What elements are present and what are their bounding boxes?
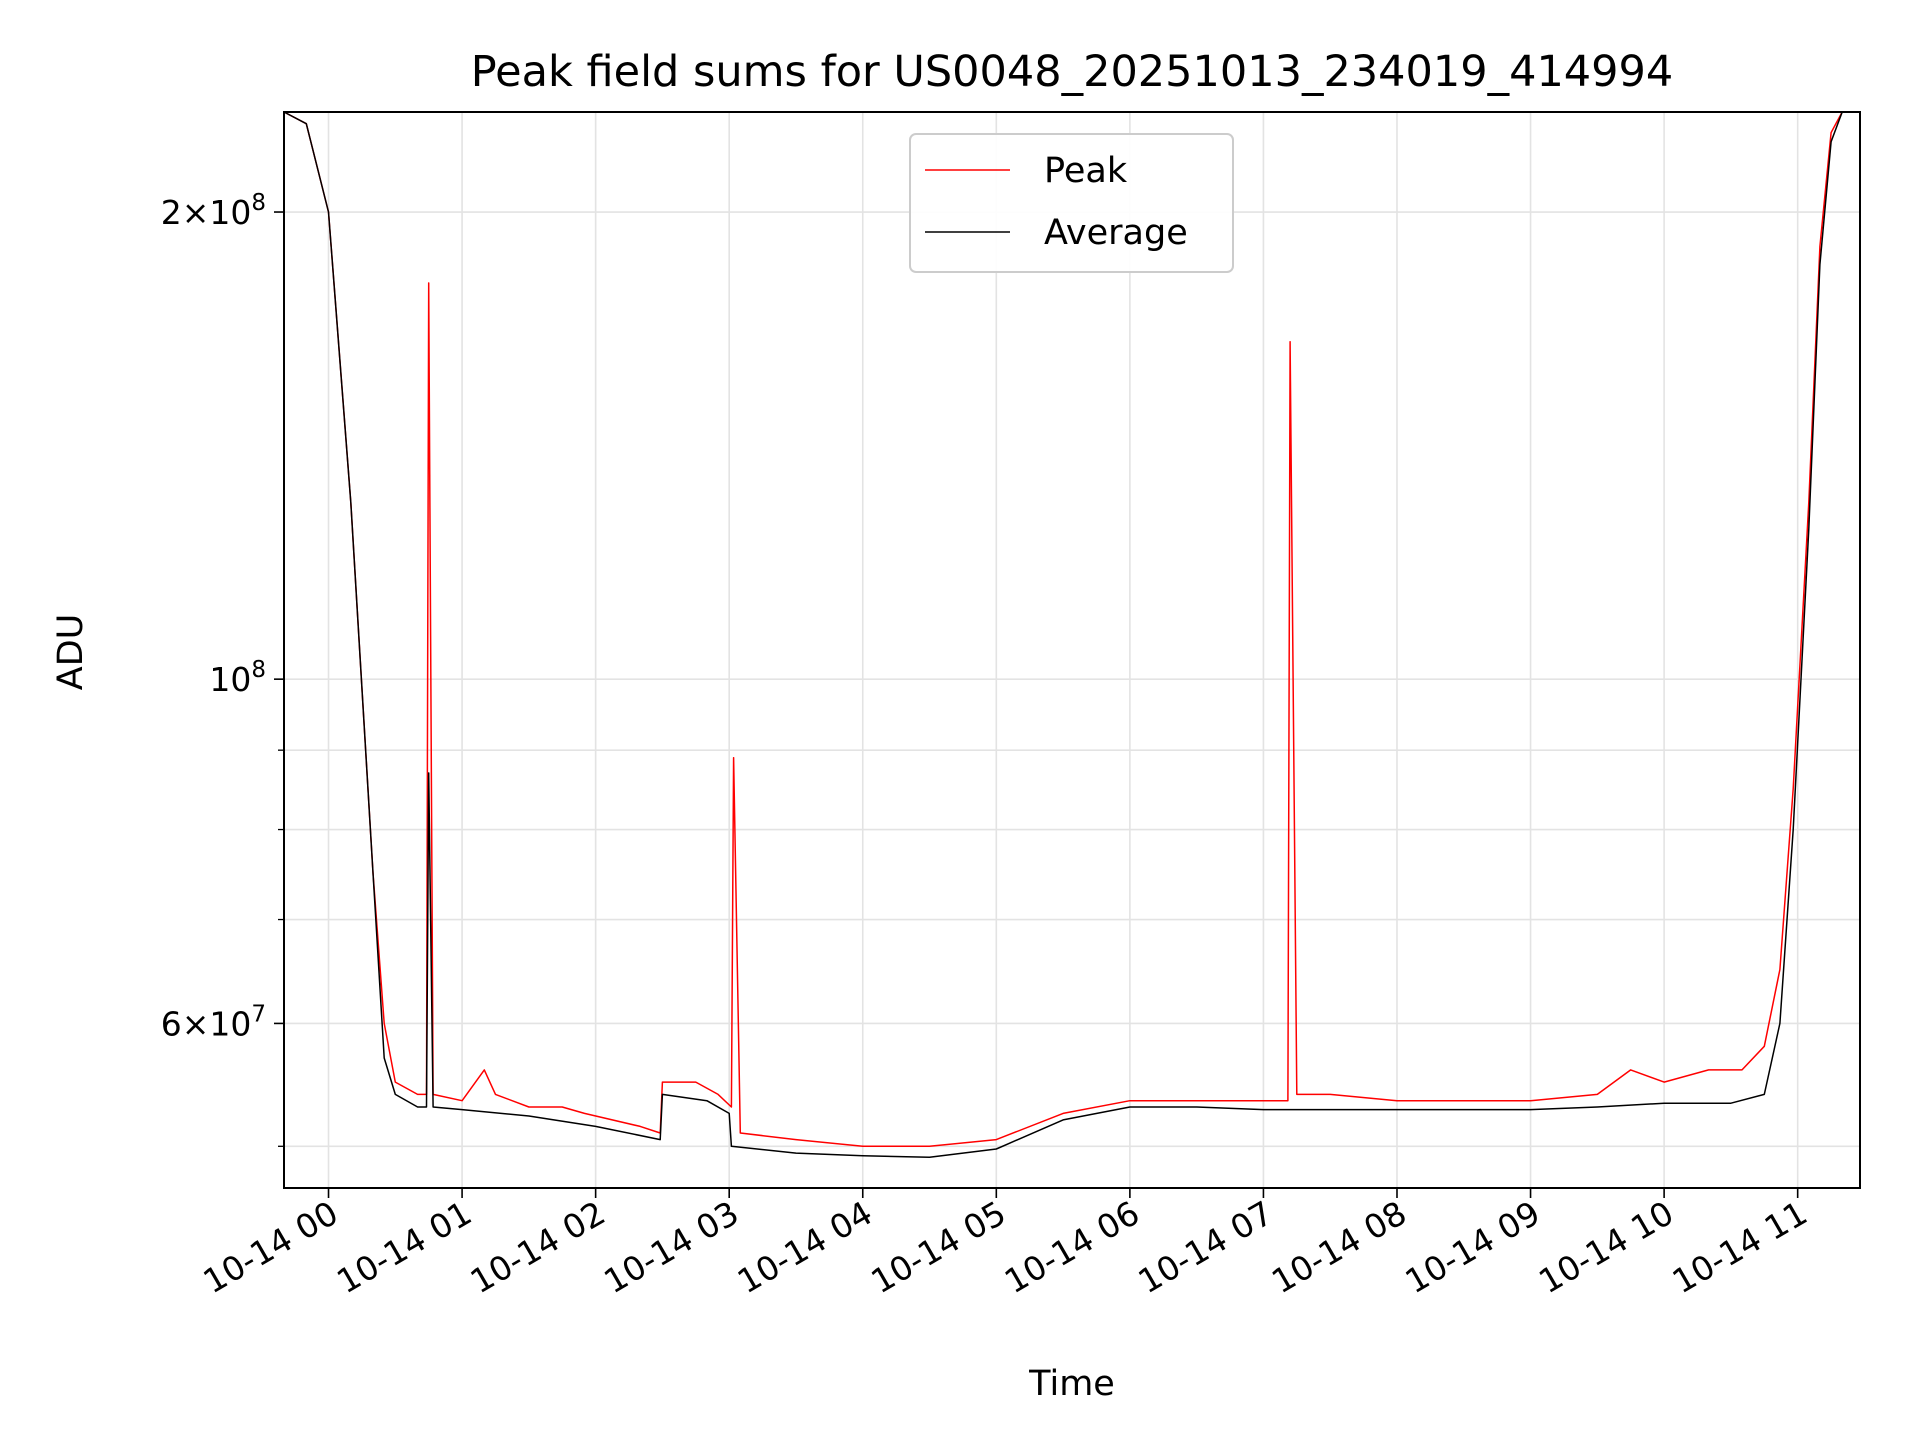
series-peak-line <box>283 111 1843 1148</box>
legend: Peak Average <box>909 133 1234 273</box>
grid-lines <box>284 112 1860 1188</box>
y-tick-label: 6×107 <box>161 1001 266 1043</box>
series-average-line <box>283 111 1843 1158</box>
legend-peak-label: Peak <box>1044 151 1128 191</box>
plot-frame <box>283 111 1861 1189</box>
y-tick-label: 2×108 <box>161 190 266 232</box>
legend-box <box>909 133 1234 273</box>
y-tick-label: 108 <box>209 657 266 699</box>
x-axis-label: Time <box>1028 1364 1115 1404</box>
chart-title: Peak field sums for US0048_20251013_2340… <box>471 47 1674 97</box>
y-axis-label: ADU <box>51 614 91 691</box>
plot-area <box>283 111 1843 1158</box>
legend-average-label: Average <box>1044 213 1188 253</box>
